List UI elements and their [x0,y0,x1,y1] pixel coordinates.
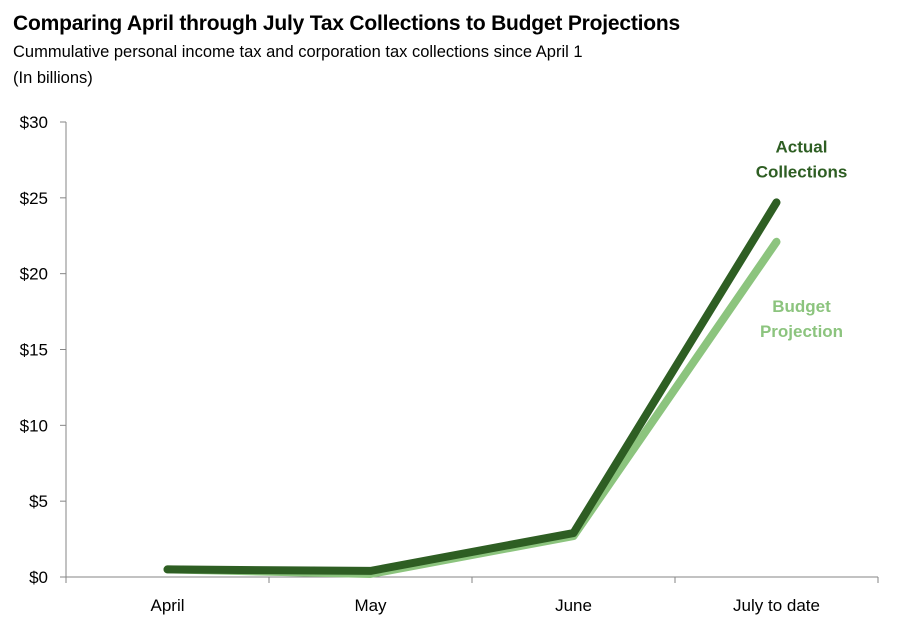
actual-collections-label: Collections [756,162,848,181]
series-lines [163,198,781,578]
y-tick-label: $0 [29,568,48,587]
x-tick-label: May [354,596,387,615]
y-tick-label: $15 [20,341,48,360]
x-axis-ticks: April May June July to date [65,577,879,615]
x-tick-label: June [555,596,592,615]
budget-projection-line [163,237,781,578]
y-tick-label: $25 [20,189,48,208]
y-tick-label: $30 [20,113,48,132]
x-tick-label: July to date [733,596,820,615]
y-tick-label: $20 [20,265,48,284]
axes [65,122,878,578]
budget-projection-label: Budget [772,297,831,316]
series-labels: Budget Projection Actual Collections [756,137,848,340]
x-tick-label: April [150,596,184,615]
y-axis-ticks: $0 $5 $10 $15 $20 $25 $30 [20,113,66,587]
y-tick-label: $5 [29,492,48,511]
chart-subtitle: Cummulative personal income tax and corp… [13,43,583,61]
budget-projection-label: Projection [760,322,843,341]
chart-title: Comparing April through July Tax Collect… [13,12,681,35]
unit-note: (In billions) [13,69,93,87]
actual-collections-label: Actual [776,137,828,156]
y-tick-label: $10 [20,416,48,435]
actual-collections-line [163,198,781,575]
